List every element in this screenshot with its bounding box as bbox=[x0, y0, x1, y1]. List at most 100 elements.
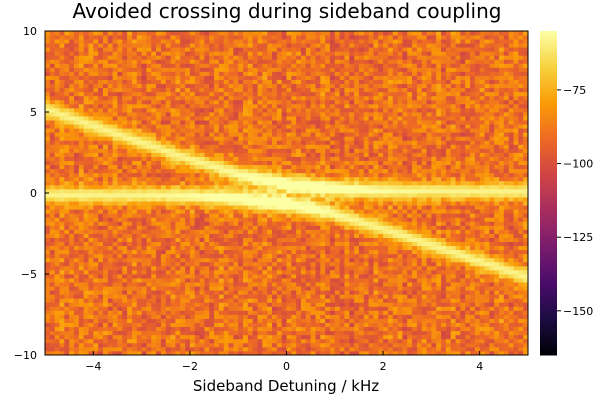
heatmap-cell bbox=[281, 107, 287, 113]
heatmap-cell bbox=[233, 278, 239, 283]
heatmap-cell bbox=[325, 257, 331, 263]
heatmap-cell bbox=[102, 253, 109, 259]
heatmap-cell bbox=[329, 342, 336, 348]
heatmap-cell bbox=[267, 302, 273, 307]
heatmap-cell bbox=[83, 116, 89, 121]
heatmap-cell bbox=[344, 274, 350, 279]
heatmap-cell bbox=[160, 294, 167, 299]
heatmap-cell bbox=[102, 152, 109, 157]
heatmap-cell bbox=[300, 290, 307, 295]
heatmap-cell bbox=[73, 67, 80, 72]
heatmap-cell bbox=[107, 330, 114, 336]
heatmap-cell bbox=[238, 346, 244, 352]
heatmap-cell bbox=[204, 233, 210, 238]
heatmap-cell bbox=[78, 233, 85, 238]
heatmap-cell bbox=[276, 197, 283, 202]
heatmap-cell bbox=[329, 124, 336, 129]
heatmap-cell bbox=[127, 249, 133, 255]
heatmap-cell bbox=[267, 334, 273, 340]
heatmap-cell bbox=[238, 282, 244, 287]
heatmap-cell bbox=[117, 39, 123, 44]
heatmap-cell bbox=[238, 144, 244, 149]
heatmap-cell bbox=[300, 253, 307, 259]
heatmap-cell bbox=[223, 107, 229, 113]
heatmap-cell bbox=[122, 87, 128, 93]
heatmap-cell bbox=[160, 201, 167, 206]
heatmap-cell bbox=[233, 213, 239, 218]
heatmap-cell bbox=[127, 83, 133, 89]
heatmap-cell bbox=[257, 282, 263, 287]
heatmap-cell bbox=[252, 294, 258, 299]
heatmap-cell bbox=[296, 184, 302, 190]
heatmap-cell bbox=[276, 120, 283, 125]
heatmap-cell bbox=[305, 338, 312, 344]
heatmap-cell bbox=[243, 71, 249, 76]
heatmap-cell bbox=[267, 79, 273, 85]
heatmap-cell bbox=[214, 136, 220, 141]
heatmap-cell bbox=[78, 164, 85, 170]
heatmap-cell bbox=[194, 257, 200, 263]
heatmap-cell bbox=[272, 144, 278, 149]
heatmap-cell bbox=[291, 87, 297, 93]
heatmap-cell bbox=[209, 176, 215, 182]
heatmap-cell bbox=[286, 225, 292, 230]
heatmap-cell bbox=[286, 63, 292, 68]
heatmap-cell bbox=[199, 245, 205, 251]
heatmap-cell bbox=[320, 79, 326, 85]
heatmap-cell bbox=[291, 290, 297, 295]
heatmap-cell bbox=[300, 221, 307, 226]
heatmap-cell bbox=[243, 59, 249, 64]
heatmap-cell bbox=[291, 152, 297, 157]
heatmap-cell bbox=[170, 350, 176, 356]
heatmap-cell bbox=[54, 326, 60, 332]
heatmap-cell bbox=[45, 217, 51, 222]
heatmap-cell bbox=[209, 132, 215, 137]
heatmap-cell bbox=[272, 51, 278, 56]
heatmap-cell bbox=[272, 314, 278, 319]
heatmap-cell bbox=[214, 338, 220, 344]
heatmap-cell bbox=[102, 201, 109, 206]
heatmap-cell bbox=[98, 39, 104, 44]
heatmap-cell bbox=[64, 205, 70, 210]
heatmap-cell bbox=[199, 221, 205, 226]
heatmap-cell bbox=[165, 107, 171, 113]
heatmap-cell bbox=[112, 282, 118, 287]
heatmap-cell bbox=[146, 55, 152, 60]
heatmap-cell bbox=[69, 314, 75, 319]
heatmap-cell bbox=[339, 140, 345, 145]
heatmap-cell bbox=[247, 217, 254, 222]
heatmap-cell bbox=[117, 342, 123, 348]
heatmap-cell bbox=[156, 237, 162, 242]
heatmap-cell bbox=[228, 326, 234, 332]
heatmap-cell bbox=[189, 346, 196, 352]
heatmap-cell bbox=[194, 330, 200, 336]
heatmap-cell bbox=[218, 59, 225, 64]
heatmap-cell bbox=[320, 245, 326, 251]
heatmap-cell bbox=[83, 47, 89, 52]
heatmap-cell bbox=[262, 257, 268, 263]
heatmap-cell bbox=[339, 318, 345, 323]
heatmap-cell bbox=[180, 193, 186, 198]
heatmap-cell bbox=[45, 310, 51, 315]
heatmap-cell bbox=[247, 99, 254, 105]
heatmap-cell bbox=[218, 217, 225, 222]
heatmap-cell bbox=[334, 107, 341, 113]
heatmap-cell bbox=[214, 269, 220, 275]
heatmap-cell bbox=[199, 124, 205, 129]
heatmap-cell bbox=[156, 91, 162, 97]
heatmap-cell bbox=[45, 330, 51, 336]
heatmap-cell bbox=[315, 43, 321, 48]
heatmap-cell bbox=[329, 322, 336, 328]
heatmap-cell bbox=[291, 334, 297, 340]
heatmap-cell bbox=[156, 322, 162, 328]
heatmap-cell bbox=[78, 176, 85, 182]
heatmap-cell bbox=[281, 71, 287, 76]
heatmap-cell bbox=[325, 310, 331, 315]
heatmap-cell bbox=[45, 286, 51, 291]
heatmap-cell bbox=[151, 152, 157, 157]
heatmap-cell bbox=[141, 209, 147, 214]
heatmap-cell bbox=[185, 168, 191, 174]
heatmap-cell bbox=[334, 75, 341, 80]
heatmap-cell bbox=[252, 184, 258, 190]
heatmap-cell bbox=[49, 298, 56, 303]
